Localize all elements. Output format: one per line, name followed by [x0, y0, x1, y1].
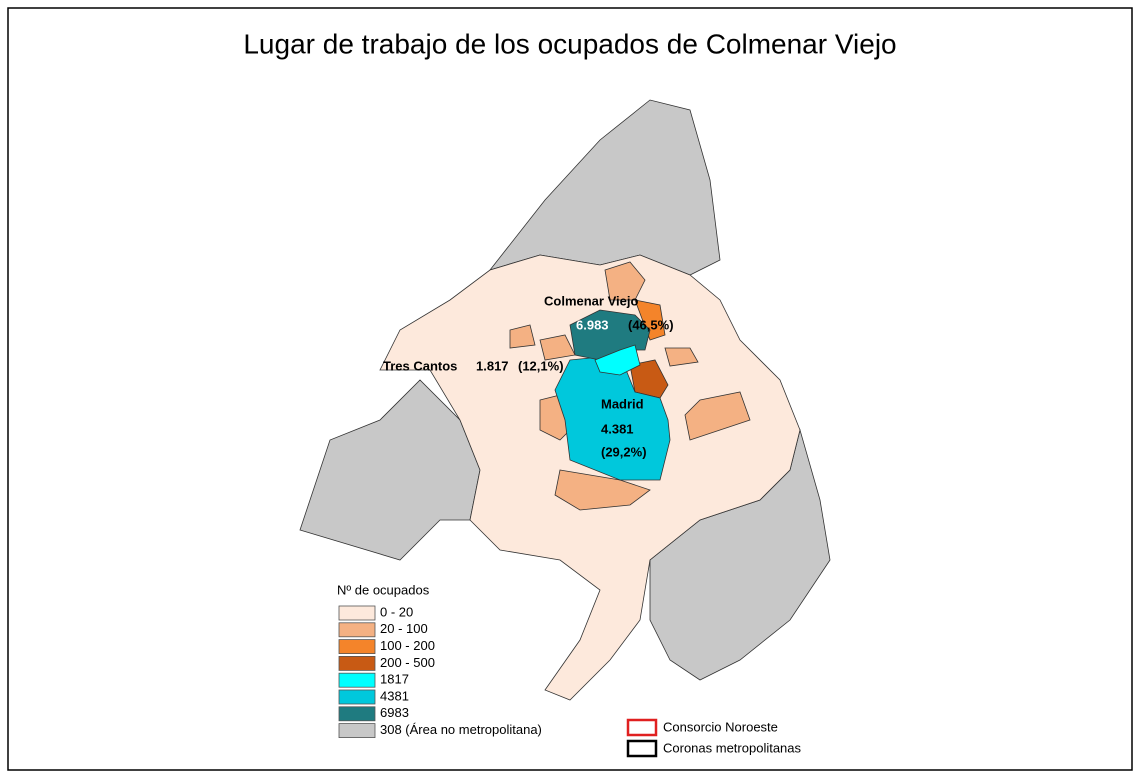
- legend-swatch: [338, 672, 376, 688]
- legend-swatch: [338, 639, 376, 654]
- place-share: (29,2%): [601, 444, 647, 459]
- place-share: (12,1%): [518, 358, 564, 373]
- legend-label: 6983: [380, 705, 409, 720]
- legend-outline: [626, 739, 658, 758]
- legend-label: 200 - 500: [380, 655, 435, 670]
- legend-outline: [626, 718, 658, 737]
- legend-swatch: [338, 622, 376, 638]
- region-higher: [629, 359, 669, 399]
- place-value: 6.983: [576, 317, 609, 332]
- place-name: Madrid: [601, 396, 644, 411]
- tres-cantos: [594, 344, 641, 376]
- region-mid: [509, 324, 536, 349]
- legend-swatch: [338, 706, 376, 722]
- place-share: (46,5%): [628, 317, 674, 332]
- legend-title: Nº de ocupados: [337, 582, 430, 597]
- region-mid: [684, 391, 751, 441]
- legend-label: 1817: [380, 672, 409, 687]
- legend-label: 100 - 200: [380, 638, 435, 653]
- legend-swatch: [338, 723, 376, 738]
- madrid: [554, 354, 671, 481]
- legend-label: Consorcio Noroeste: [663, 719, 778, 734]
- legend-label: 308 (Área no metropolitana): [380, 722, 542, 737]
- place-name: Tres Cantos: [383, 358, 457, 373]
- legend-label: Coronas metropolitanas: [663, 740, 802, 755]
- legend-label: 20 - 100: [380, 621, 428, 636]
- place-value: 1.817: [476, 358, 509, 373]
- legend-label: 0 - 20: [380, 604, 413, 619]
- map-title: Lugar de trabajo de los ocupados de Colm…: [243, 28, 896, 59]
- legend-swatch: [338, 656, 376, 671]
- place-name: Colmenar Viejo: [544, 293, 638, 308]
- legend-swatch: [338, 689, 376, 705]
- legend-swatch: [338, 605, 376, 621]
- map-labels: Colmenar Viejo 6.983 (46,5%) Tres Cantos…: [383, 293, 674, 459]
- map: [299, 99, 831, 701]
- region-mid: [664, 347, 699, 367]
- region-mid: [604, 261, 646, 301]
- place-value: 4.381: [601, 421, 634, 436]
- legend: Nº de ocupados 0 - 20 20 - 100 100 - 200 20…: [337, 582, 802, 758]
- legend-label: 4381: [380, 688, 409, 703]
